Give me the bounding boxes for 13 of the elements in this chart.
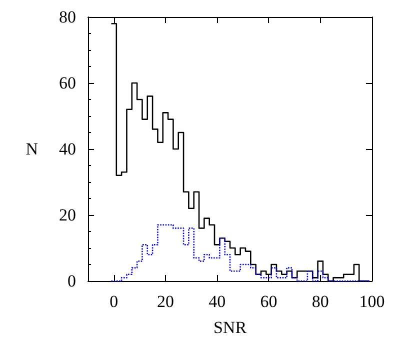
y-tick-label: 60 xyxy=(59,74,76,92)
x-tick-label: 0 xyxy=(110,292,118,311)
y-tick-label: 0 xyxy=(68,272,76,290)
x-tick-label: 100 xyxy=(359,292,385,311)
y-tick-label: 80 xyxy=(59,8,76,26)
x-tick-label: 80 xyxy=(312,292,329,311)
y-tick-label: 20 xyxy=(59,206,76,224)
x-tick-label: 60 xyxy=(260,292,278,311)
y-axis-title: N xyxy=(26,140,38,158)
x-tick-label: 40 xyxy=(208,292,226,311)
x-tick-label: 20 xyxy=(156,292,174,311)
x-axis-title: SNR xyxy=(213,318,248,337)
y-tick-label: 40 xyxy=(59,140,76,158)
